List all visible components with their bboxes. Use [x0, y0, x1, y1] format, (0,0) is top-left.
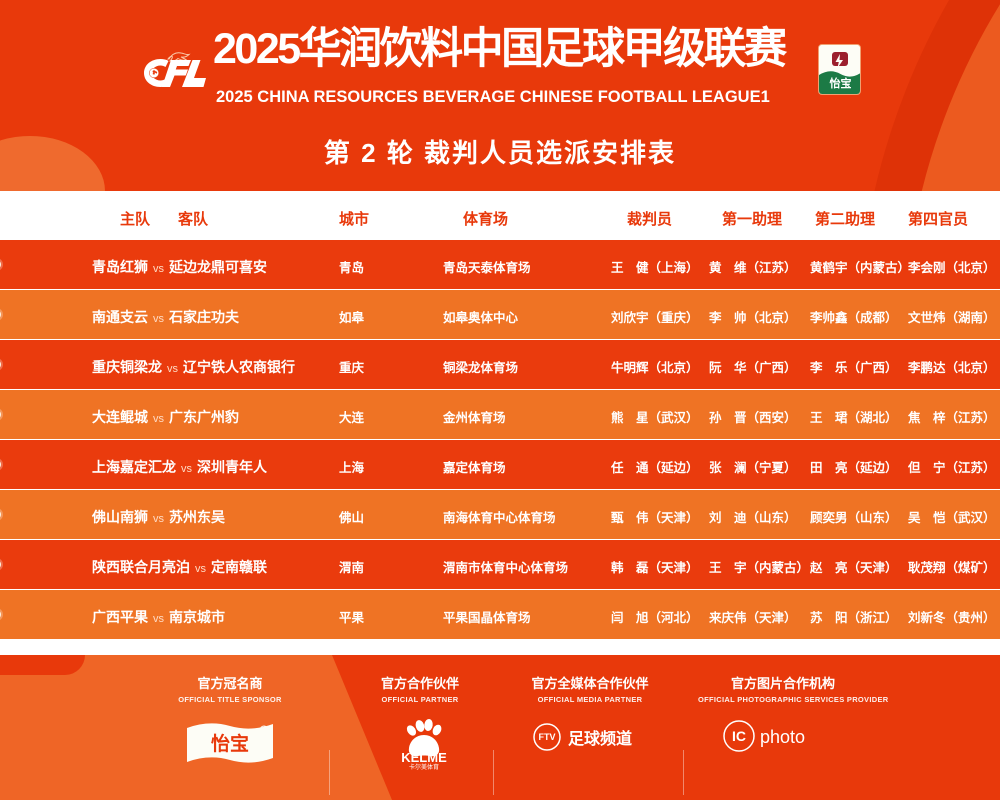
svg-text:怡宝: 怡宝	[830, 76, 852, 90]
svg-text:怡宝: 怡宝	[211, 732, 249, 755]
svg-text:IC: IC	[732, 728, 746, 744]
svg-text:足球频道: 足球频道	[568, 729, 632, 748]
svg-text:KELME: KELME	[401, 750, 447, 765]
svg-text:FTV: FTV	[538, 732, 555, 742]
svg-text:R: R	[262, 729, 266, 735]
svg-text:photo: photo	[760, 727, 805, 747]
svg-text:卡尔美体育: 卡尔美体育	[409, 763, 439, 770]
